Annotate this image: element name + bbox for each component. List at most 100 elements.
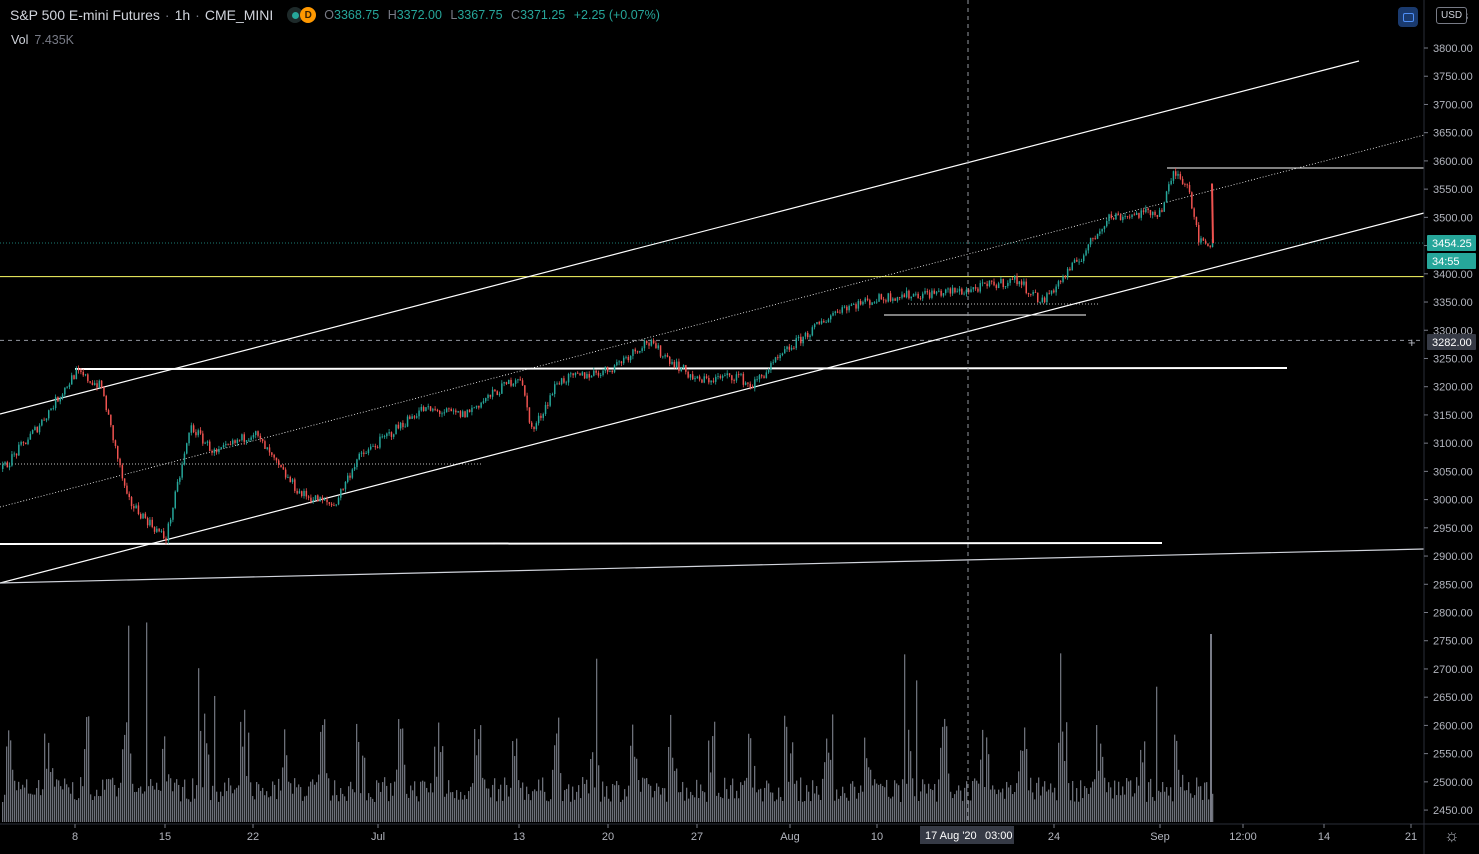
- volume-bar: [168, 774, 170, 822]
- candle-body: [6, 462, 9, 468]
- candle-body: [1023, 281, 1025, 285]
- symbol-title[interactable]: S&P 500 E-mini Futures: [10, 7, 160, 23]
- candle-body: [521, 380, 524, 386]
- volume-bar: [866, 758, 868, 822]
- volume-bar: [762, 801, 764, 822]
- candle-body: [1152, 211, 1154, 216]
- candle-body: [554, 384, 556, 395]
- candle-body: [931, 290, 933, 298]
- candle-body: [321, 497, 324, 501]
- volume-bar: [1076, 788, 1078, 822]
- volume-bar: [656, 783, 658, 822]
- volume-bar: [410, 785, 412, 822]
- plus-icon[interactable]: +: [1408, 335, 1416, 350]
- candle-body: [816, 321, 818, 325]
- candle-body: [487, 394, 489, 399]
- volume-bar: [924, 784, 926, 822]
- volume-bar: [242, 746, 244, 822]
- candle-body: [738, 374, 740, 376]
- volume-bar: [404, 764, 406, 822]
- change-value: +2.25 (+0.07%): [573, 8, 660, 22]
- volume-bar: [504, 777, 506, 822]
- volume-bar: [190, 801, 192, 822]
- exchange-label[interactable]: CME_MINI: [204, 7, 274, 23]
- time-tick-label: 27: [691, 831, 703, 843]
- volume-bar: [1130, 780, 1132, 822]
- volume-bar: [530, 800, 532, 822]
- candle-body: [740, 373, 742, 375]
- time-axis[interactable]: 8 15 22 Jul 13 20 27 Aug 10 24 Sep 12:00 14 21 17 Aug …: [0, 823, 1479, 844]
- countdown-tag-text: 34:55: [1432, 256, 1460, 268]
- candle-body: [535, 423, 538, 430]
- volume-bar: [474, 729, 476, 822]
- volume-bar: [368, 793, 370, 822]
- volume-bar: [548, 801, 550, 822]
- candle-body: [809, 335, 811, 338]
- candle-body: [1053, 290, 1055, 293]
- volume-bar: [646, 777, 648, 822]
- candle-body: [1138, 212, 1140, 218]
- candle-body: [409, 416, 411, 419]
- volume-bar: [832, 714, 834, 822]
- volume-bar: [570, 801, 572, 822]
- volume-bar: [524, 799, 526, 822]
- volume-bar: [728, 798, 730, 822]
- candle-body: [924, 291, 926, 294]
- candle-body: [1186, 184, 1188, 186]
- volume-bar: [704, 792, 706, 822]
- candle-body: [965, 289, 968, 294]
- candle-body: [728, 373, 731, 376]
- price-axis[interactable]: 3800.00 3750.00 3700.00 3650.00 3600.00 3550.…: [1408, 0, 1476, 854]
- candle-body: [1191, 192, 1193, 209]
- volume-bar: [116, 796, 118, 822]
- camera-icon[interactable]: [1398, 7, 1418, 27]
- candle-body: [1168, 184, 1170, 192]
- volume-bar: [436, 776, 438, 822]
- volume-bar: [836, 789, 838, 822]
- volume-bar: [1124, 794, 1126, 822]
- candle-body: [376, 447, 379, 449]
- time-tick-label: 15: [159, 831, 171, 843]
- volume-bar: [566, 788, 568, 822]
- volume-bar: [192, 778, 194, 822]
- candle-body: [181, 464, 183, 478]
- volume-bar: [470, 786, 472, 822]
- gear-icon[interactable]: ☼: [1444, 826, 1460, 845]
- candle-body: [220, 447, 222, 450]
- candle-body: [834, 311, 837, 313]
- volume-bar: [822, 778, 824, 822]
- candle-body: [266, 447, 268, 449]
- candle-body: [43, 419, 45, 421]
- candle-body: [349, 475, 351, 478]
- candle-body: [27, 439, 29, 445]
- volume-bar: [714, 721, 716, 822]
- drawing-layer[interactable]: [0, 60, 1425, 584]
- price-tick-label: 2650.00: [1433, 692, 1473, 704]
- candle-body: [590, 375, 593, 378]
- volume-bar: [170, 778, 172, 822]
- volume-bar: [1206, 782, 1208, 822]
- candle-body: [342, 489, 344, 490]
- candle-body: [526, 395, 528, 408]
- volume-bar: [1116, 795, 1118, 822]
- candle-body: [117, 446, 119, 459]
- delayed-badge[interactable]: D: [300, 7, 317, 23]
- volume-bar: [1172, 801, 1174, 822]
- volume-bar: [466, 798, 468, 822]
- volume-legend[interactable]: Vol 7.435K: [11, 33, 74, 47]
- candle-body: [618, 361, 620, 363]
- candle-body: [611, 370, 613, 373]
- candle-body: [687, 371, 689, 378]
- volume-bar: [74, 799, 76, 822]
- candle-body: [1179, 173, 1182, 179]
- candle-body: [1009, 279, 1011, 283]
- interval-label[interactable]: 1h: [174, 7, 191, 23]
- candle-body: [968, 289, 970, 293]
- volume-bar: [182, 786, 184, 822]
- currency-button[interactable]: USD: [1436, 7, 1468, 24]
- volume-bar: [868, 767, 870, 822]
- volume-bar: [984, 787, 986, 822]
- candle-body: [705, 376, 708, 378]
- candle-body: [480, 402, 482, 408]
